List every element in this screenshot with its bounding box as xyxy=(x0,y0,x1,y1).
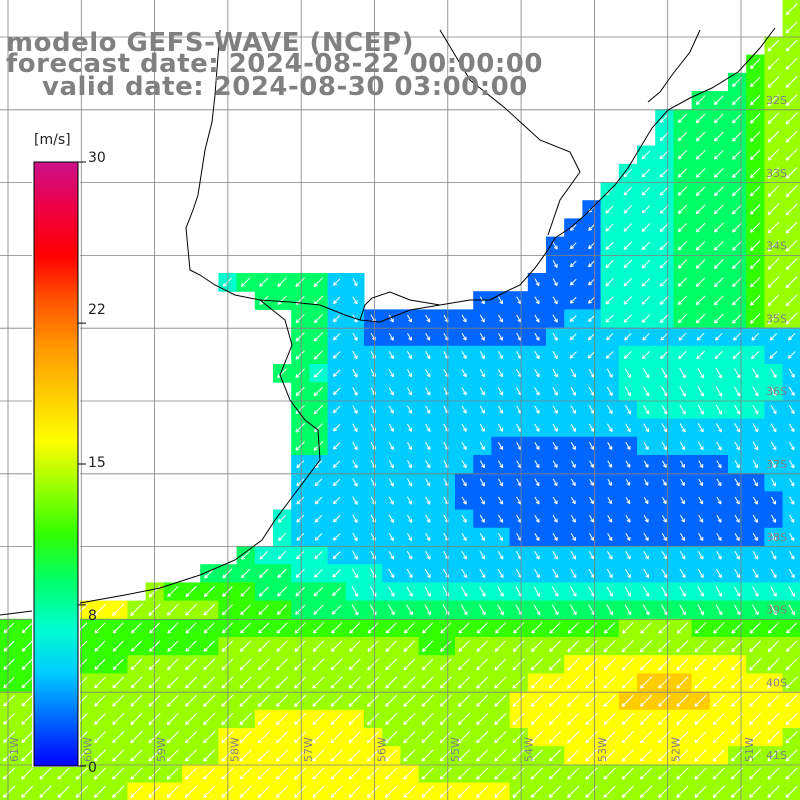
lon-label: 52W xyxy=(670,737,683,762)
lon-label: 56W xyxy=(376,737,389,762)
lat-label: 41S xyxy=(766,749,787,762)
lat-label: 32S xyxy=(766,94,787,107)
lat-label: 37S xyxy=(766,458,787,471)
lon-label: 55W xyxy=(449,737,462,762)
lat-label: 40S xyxy=(766,676,787,689)
valid-date: valid date: 2024-08-30 03:00:00 xyxy=(42,74,528,100)
lat-label: 35S xyxy=(766,312,787,325)
colorbar-tick-30: 30 xyxy=(88,150,106,166)
lon-label: 54W xyxy=(523,737,536,762)
colorbar-unit: [m/s] xyxy=(34,132,71,148)
lat-label: 38S xyxy=(766,531,787,544)
wind-cell xyxy=(783,783,800,800)
lon-label: 51W xyxy=(743,737,756,762)
lon-label: 59W xyxy=(155,737,168,762)
lon-label: 61W xyxy=(8,737,21,762)
colorbar xyxy=(32,160,86,767)
lon-label: 60W xyxy=(82,737,95,762)
colorbar-tick-0: 0 xyxy=(88,760,97,776)
colorbar-gradient xyxy=(34,162,78,766)
lat-label: 39S xyxy=(766,604,787,617)
lat-label: 34S xyxy=(766,240,787,253)
lon-label: 53W xyxy=(596,737,609,762)
colorbar-tick-22: 22 xyxy=(88,302,106,318)
lon-label: 58W xyxy=(229,737,242,762)
colorbar-tick-15: 15 xyxy=(88,455,106,471)
colorbar-tick-8: 8 xyxy=(88,608,97,624)
lat-label: 36S xyxy=(766,385,787,398)
lat-label: 33S xyxy=(766,167,787,180)
lon-label: 57W xyxy=(302,737,315,762)
